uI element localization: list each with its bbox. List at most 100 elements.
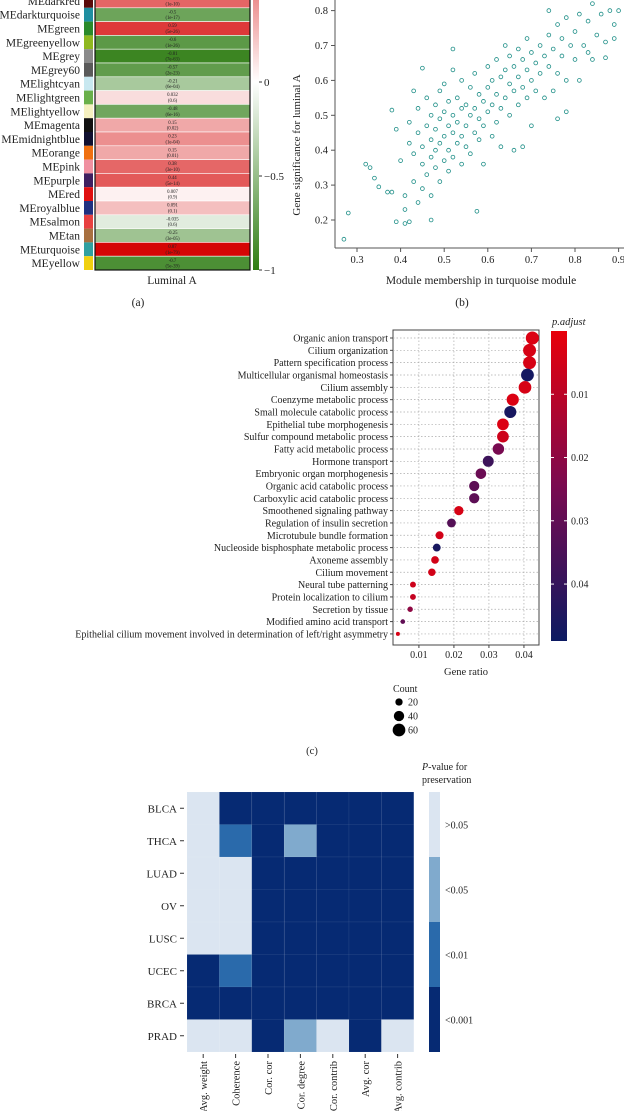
term-dot [523, 343, 537, 357]
heatmap-cell [348, 856, 382, 890]
correlation-value: 0.59 [168, 24, 177, 29]
module-color-swatch [84, 7, 93, 22]
colorbar-tick-label: 0.02 [571, 453, 589, 464]
p-adjust-legend-title: p.adjust [551, 317, 587, 328]
scatter-point [594, 32, 600, 38]
scatter-point [345, 210, 351, 216]
p-value: (3e-10) [165, 168, 180, 173]
term-dot [447, 518, 456, 528]
heatmap-cell [283, 824, 317, 858]
module-label: MEpurple [33, 175, 80, 187]
scatter-point [476, 92, 482, 97]
scatter-point [489, 78, 495, 83]
heatmap-cell [381, 1019, 415, 1053]
scatter-point [407, 119, 412, 125]
scatter-point [437, 140, 443, 146]
module-color-swatch [84, 187, 93, 201]
heatmap-cell [283, 921, 317, 955]
scatter-point [590, 1, 595, 6]
module-color-swatch [84, 118, 93, 132]
heatmap-cell [316, 986, 350, 1020]
scatter-point [616, 8, 621, 13]
heatmap-cell [186, 1019, 220, 1053]
scatter-point [463, 102, 469, 108]
scatter-point [424, 123, 430, 129]
heatmap-border [94, 0, 251, 271]
p-value: (7e-63) [165, 58, 180, 63]
scatter-point [550, 88, 556, 94]
heatmap-cell [219, 824, 253, 858]
scatter-point [559, 36, 565, 41]
heatmap-cell [316, 921, 350, 955]
correlation-value: 0.38 [168, 162, 177, 167]
correlation-value: -0.25 [168, 231, 179, 236]
scatter-point [433, 147, 438, 153]
term-dot [431, 556, 439, 564]
scatter-point [502, 95, 508, 101]
scatter-point [611, 36, 617, 41]
term-dot [407, 606, 413, 612]
scatter-point [485, 109, 491, 115]
scatter-point [441, 109, 447, 115]
term-label: Multicellular organismal homeostasis [238, 370, 388, 381]
term-label: Sulfur compound metabolic process [244, 432, 388, 443]
correlation-value: 0.032 [167, 93, 178, 98]
module-label: MEsalmon [30, 217, 81, 229]
scatter-point [415, 130, 421, 136]
correlation-value: -0.5 [169, 10, 177, 15]
row-label: THCA [147, 836, 177, 848]
size-legend-label: 60 [408, 726, 418, 737]
legend-swatch [429, 922, 440, 987]
scatter-point [559, 53, 565, 59]
heatmap-cell [186, 921, 220, 955]
heatmap-cell [219, 954, 253, 988]
term-label: Cilium assembly [321, 383, 389, 394]
term-label: Cilium organization [308, 346, 388, 357]
module-label: MEpink [42, 162, 80, 174]
scatter-point [590, 57, 595, 62]
heatmap-cell [348, 824, 382, 858]
heatmap-cell [381, 824, 415, 858]
x-tick-label: 0.4 [394, 255, 408, 266]
colorbar-tick-label: 0.01 [571, 390, 589, 401]
column-label: Cor. cor [264, 1060, 275, 1094]
module-color-swatch [84, 159, 93, 174]
heatmap-cell [251, 954, 285, 988]
heatmap-cell [251, 889, 285, 923]
scatter-point [393, 219, 399, 225]
scatter-point [472, 130, 478, 136]
module-label: MElightgreen [16, 93, 80, 105]
p-value: (1e-17) [165, 16, 180, 21]
term-dot [497, 418, 509, 431]
size-legend-title: Count [393, 684, 418, 695]
panel-a-module-trait-heatmap: MEdarkred0.39(1e-10)MEdarkturquoise-0.5(… [0, 0, 284, 309]
correlation-value: -0.6 [169, 38, 177, 43]
scatter-point [511, 147, 517, 153]
scatter-point [520, 85, 525, 90]
term-label: Epithelial cilium movement involved in d… [75, 629, 388, 640]
scatter-point [424, 95, 430, 101]
scatter-point [555, 116, 560, 122]
term-label: Regulation of insulin secretion [265, 518, 388, 529]
scatter-point [529, 78, 534, 83]
scatter-point [450, 67, 456, 73]
scatter-point [446, 147, 451, 153]
x-tick-label: 0.9 [612, 255, 624, 266]
legend-title-line2: preservation [422, 775, 471, 786]
panel-b-scatter-plot: 0.3 0.4 0.5 0.6 0.7 0.8 0.9 0.2 0.3 0.4 0.5 0.6 0.7 0… [291, 0, 624, 309]
colorbar-tick-label: −0.5 [264, 171, 284, 183]
scatter-point [542, 95, 547, 101]
module-label: MEgrey60 [31, 65, 80, 77]
x-tick-label: 0.8 [568, 255, 581, 266]
module-label: MEgrey [42, 51, 80, 63]
scatter-point [507, 113, 512, 118]
y-tick-label: 0.8 [315, 6, 328, 17]
correlation-value: 0.44 [168, 176, 177, 181]
heatmap-cell [186, 954, 220, 988]
scatter-point [603, 55, 608, 61]
scatter-point [411, 179, 416, 184]
scatter-point [433, 126, 438, 132]
scatter-point [516, 102, 521, 108]
legend-label: <0.05 [445, 886, 468, 897]
